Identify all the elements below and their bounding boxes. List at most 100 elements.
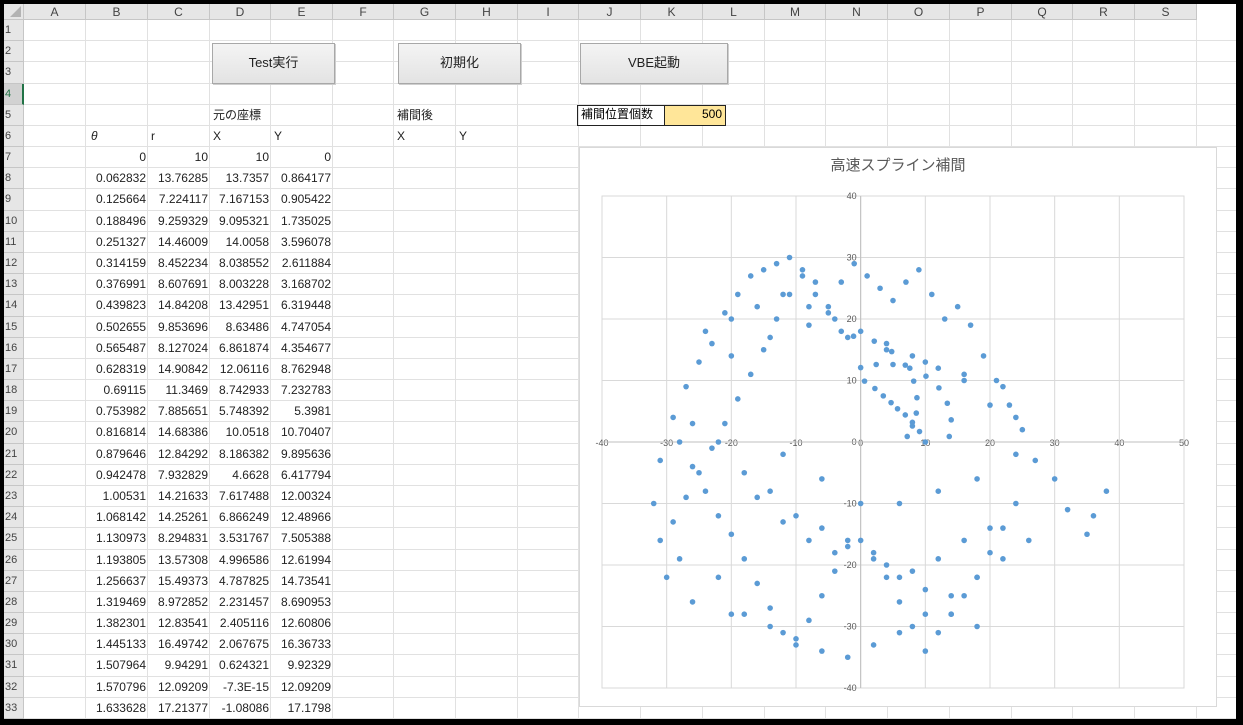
- column-header-c[interactable]: C: [148, 4, 210, 20]
- row-header-33[interactable]: 33: [4, 697, 24, 719]
- theta-cell[interactable]: 0.376991: [95, 277, 146, 292]
- column-header-e[interactable]: E: [271, 4, 333, 20]
- x-cell[interactable]: -7.3E-15: [222, 679, 269, 694]
- x-cell[interactable]: 0.624321: [218, 658, 269, 673]
- initialize-button[interactable]: 初期化: [398, 43, 521, 84]
- r-cell[interactable]: 12.83541: [157, 616, 208, 631]
- r-cell[interactable]: 14.68386: [157, 425, 208, 440]
- theta-cell[interactable]: 0.753982: [95, 404, 146, 419]
- x-cell[interactable]: 8.63486: [225, 319, 269, 334]
- y-cell[interactable]: 2.611884: [281, 256, 331, 270]
- x-cell[interactable]: 4.787825: [218, 573, 269, 588]
- r-cell[interactable]: 9.259329: [157, 213, 208, 228]
- r-cell[interactable]: 10: [194, 150, 208, 165]
- theta-cell[interactable]: 0.062832: [95, 171, 146, 186]
- row-header-21[interactable]: 21: [4, 443, 24, 465]
- theta-cell[interactable]: 0.439823: [95, 298, 146, 313]
- r-cell[interactable]: 12.84292: [157, 446, 208, 461]
- r-cell[interactable]: 14.84208: [157, 298, 208, 313]
- x-cell[interactable]: 3.531767: [218, 531, 269, 546]
- row-header-13[interactable]: 13: [4, 274, 24, 296]
- y-cell[interactable]: 0.864177: [280, 171, 331, 186]
- y-cell[interactable]: 12.61994: [280, 552, 331, 567]
- theta-cell[interactable]: 0.879646: [95, 446, 146, 461]
- x-cell[interactable]: -1.08086: [221, 700, 269, 715]
- row-header-16[interactable]: 16: [4, 337, 24, 359]
- row-header-30[interactable]: 30: [4, 634, 24, 656]
- x-cell[interactable]: 8.742933: [218, 383, 269, 398]
- theta-cell[interactable]: 1.130973: [95, 531, 146, 546]
- x-cell[interactable]: 2.231457: [218, 594, 269, 609]
- y-cell[interactable]: 12.00324: [280, 489, 331, 503]
- column-header-h[interactable]: H: [456, 4, 518, 20]
- y-cell[interactable]: 5.3981: [294, 404, 331, 419]
- x-cell[interactable]: 8.003228: [218, 277, 269, 292]
- y-cell[interactable]: 4.747054: [280, 319, 331, 334]
- x-cell[interactable]: 4.996586: [218, 552, 269, 567]
- column-header-a[interactable]: A: [24, 4, 86, 20]
- y-cell[interactable]: 7.505388: [280, 531, 331, 546]
- r-cell[interactable]: 16.49742: [157, 637, 208, 652]
- theta-cell[interactable]: 1.193805: [95, 552, 146, 567]
- r-cell[interactable]: 13.76285: [157, 171, 208, 186]
- column-header-r[interactable]: R: [1073, 4, 1135, 20]
- column-header-i[interactable]: I: [518, 4, 579, 20]
- row-header-4[interactable]: 4: [4, 83, 24, 105]
- theta-cell[interactable]: 1.319469: [95, 594, 146, 609]
- row-header-23[interactable]: 23: [4, 486, 24, 508]
- row-header-9[interactable]: 9: [4, 189, 24, 211]
- row-header-2[interactable]: 2: [4, 41, 24, 63]
- y-cell[interactable]: 4.354677: [280, 340, 331, 355]
- column-header-d[interactable]: D: [210, 4, 271, 20]
- r-cell[interactable]: 8.127024: [157, 340, 208, 355]
- column-header-b[interactable]: B: [86, 4, 148, 20]
- theta-cell[interactable]: 0.251327: [95, 234, 146, 249]
- x-cell[interactable]: 14.0058: [225, 234, 269, 249]
- select-all-corner[interactable]: [4, 4, 24, 20]
- y-cell[interactable]: 3.596078: [280, 234, 331, 249]
- row-header-6[interactable]: 6: [4, 125, 24, 148]
- column-header-q[interactable]: Q: [1012, 4, 1073, 20]
- y-cell[interactable]: 14.73541: [280, 573, 331, 588]
- row-header-32[interactable]: 32: [4, 676, 24, 698]
- vbe-launch-button[interactable]: VBE起動: [580, 43, 728, 84]
- x-cell[interactable]: 7.167153: [218, 192, 269, 207]
- theta-cell[interactable]: 0.502655: [95, 319, 146, 334]
- x-cell[interactable]: 5.748392: [218, 404, 269, 419]
- row-header-27[interactable]: 27: [4, 570, 24, 592]
- r-cell[interactable]: 14.25261: [157, 510, 208, 525]
- theta-cell[interactable]: 0.628319: [95, 361, 146, 376]
- r-cell[interactable]: 7.224117: [158, 192, 208, 207]
- row-header-22[interactable]: 22: [4, 464, 24, 486]
- theta-cell[interactable]: 0.314159: [95, 256, 146, 270]
- r-cell[interactable]: 14.46009: [157, 234, 208, 249]
- row-header-5[interactable]: 5: [4, 104, 24, 126]
- column-header-g[interactable]: G: [394, 4, 456, 20]
- y-cell[interactable]: 6.417794: [280, 467, 331, 482]
- interp-count-input[interactable]: 500: [664, 104, 726, 126]
- column-header-l[interactable]: L: [703, 4, 765, 20]
- r-cell[interactable]: 17.21377: [157, 700, 208, 715]
- theta-cell[interactable]: 1.507964: [95, 658, 146, 673]
- y-cell[interactable]: 0.905422: [280, 192, 331, 207]
- x-cell[interactable]: 13.7357: [225, 171, 269, 186]
- column-header-p[interactable]: P: [950, 4, 1012, 20]
- theta-cell[interactable]: 0.69115: [103, 383, 147, 398]
- r-cell[interactable]: 13.57308: [157, 552, 208, 567]
- x-cell[interactable]: 10.0518: [225, 425, 269, 440]
- row-header-14[interactable]: 14: [4, 295, 24, 317]
- row-header-24[interactable]: 24: [4, 507, 24, 529]
- column-header-s[interactable]: S: [1135, 4, 1197, 20]
- row-header-12[interactable]: 12: [4, 253, 24, 275]
- r-cell[interactable]: 8.972852: [157, 594, 208, 609]
- x-cell[interactable]: 8.186382: [218, 446, 269, 461]
- r-cell[interactable]: 14.90842: [157, 361, 208, 376]
- row-header-8[interactable]: 8: [4, 168, 24, 190]
- test-run-button[interactable]: Test実行: [212, 43, 335, 84]
- r-cell[interactable]: 15.49373: [157, 573, 208, 588]
- y-cell[interactable]: 17.1798: [287, 700, 331, 715]
- row-header-19[interactable]: 19: [4, 401, 24, 423]
- y-cell[interactable]: 3.168702: [280, 277, 331, 292]
- y-cell[interactable]: 8.690953: [280, 594, 331, 609]
- r-cell[interactable]: 12.09209: [157, 679, 208, 694]
